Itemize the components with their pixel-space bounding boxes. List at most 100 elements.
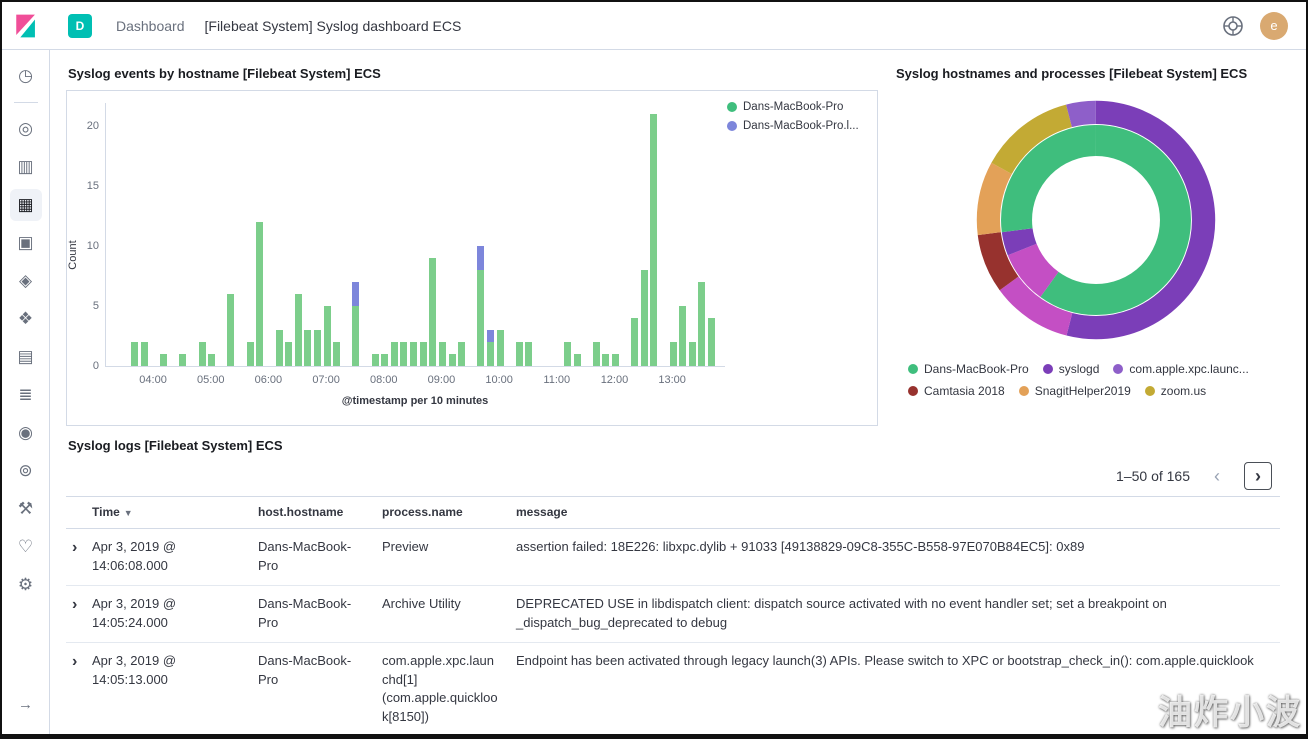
panel-syslog-events: Syslog events by hostname [Filebeat Syst… xyxy=(66,62,878,426)
histogram-bar[interactable] xyxy=(140,342,148,366)
sunburst-legend-item[interactable]: com.apple.xpc.launc... xyxy=(1113,362,1249,376)
sidebar-item-infrastructure[interactable]: ▤ xyxy=(17,347,34,366)
sidebar-item-collapse-menu[interactable]: → xyxy=(18,695,33,713)
sunburst-segment[interactable] xyxy=(976,100,1216,340)
y-tick-label: 20 xyxy=(86,120,99,132)
histogram-bar[interactable] xyxy=(602,354,610,366)
sidebar-item-visualize[interactable]: ▥ xyxy=(17,157,34,176)
sidebar-item-discover[interactable]: ◎ xyxy=(18,119,33,138)
help-button[interactable] xyxy=(1222,15,1244,37)
charts-row: Syslog events by hostname [Filebeat Syst… xyxy=(66,62,1298,426)
process-cell: Preview xyxy=(382,539,429,555)
histogram-bar[interactable] xyxy=(650,114,658,366)
histogram-bar[interactable] xyxy=(323,306,331,366)
histogram-bar[interactable] xyxy=(640,270,648,366)
histogram-bar[interactable] xyxy=(679,306,687,366)
histogram-bar[interactable] xyxy=(246,342,254,366)
breadcrumb-dashboard-link[interactable]: Dashboard xyxy=(116,17,185,34)
bar-legend-item[interactable]: Dans-MacBook-Pro xyxy=(727,101,869,113)
histogram-bar[interactable] xyxy=(131,342,139,366)
histogram-bar[interactable] xyxy=(179,354,187,366)
histogram-bar[interactable] xyxy=(698,282,706,366)
sunburst-legend-row: Dans-MacBook-Pro syslogd com.apple.xpc.lau… xyxy=(908,362,1298,376)
histogram-bar[interactable] xyxy=(313,330,321,366)
sunburst-legend-item[interactable]: SnagitHelper2019 xyxy=(1018,384,1131,398)
sidebar-item-canvas[interactable]: ▣ xyxy=(17,233,34,252)
histogram-bar[interactable] xyxy=(611,354,619,366)
x-tick-label: 09:00 xyxy=(427,374,456,386)
histogram-bar[interactable] xyxy=(708,318,716,366)
bar-legend-item[interactable]: Dans-MacBook-Pro.l... xyxy=(727,120,869,132)
histogram-bar[interactable] xyxy=(525,342,533,366)
y-tick-label: 10 xyxy=(86,240,99,252)
histogram-bar[interactable] xyxy=(563,342,571,366)
sidebar-item-machine-learning[interactable]: ❖ xyxy=(17,309,34,328)
next-page-button[interactable]: › xyxy=(1244,462,1272,490)
sunburst-legend-item[interactable]: Camtasia 2018 xyxy=(908,384,1005,398)
histogram-bar[interactable] xyxy=(573,354,581,366)
histogram-bar[interactable] xyxy=(333,342,341,366)
sidebar-item-stack-monitoring[interactable]: ♡ xyxy=(17,537,34,556)
histogram-bar[interactable] xyxy=(477,246,485,366)
expand-row-icon[interactable]: › xyxy=(72,652,78,670)
histogram-bar[interactable] xyxy=(419,342,427,366)
histogram-bar[interactable] xyxy=(438,342,446,366)
histogram-bar[interactable] xyxy=(410,342,418,366)
sunburst-legend-item[interactable]: Dans-MacBook-Pro xyxy=(908,362,1029,376)
sidebar-item-management[interactable]: ⚙ xyxy=(17,575,34,594)
histogram-bar[interactable] xyxy=(256,222,264,366)
histogram-bar[interactable] xyxy=(631,318,639,366)
histogram-bar[interactable] xyxy=(381,354,389,366)
histogram-bar[interactable] xyxy=(458,342,466,366)
histogram-bar[interactable] xyxy=(294,294,302,366)
histogram-bar[interactable] xyxy=(688,342,696,366)
legend-dot-icon xyxy=(1113,364,1124,374)
sunburst-legend-item[interactable]: zoom.us xyxy=(1144,384,1206,398)
histogram-bar[interactable] xyxy=(592,342,600,366)
histogram-bar[interactable] xyxy=(352,282,360,366)
histogram-bar[interactable] xyxy=(275,330,283,366)
sidebar-item-recently-viewed[interactable]: ◷ xyxy=(18,66,33,85)
histogram-bar[interactable] xyxy=(486,330,494,366)
sidebar-item-maps[interactable]: ◈ xyxy=(18,271,33,290)
histogram-bar[interactable] xyxy=(429,258,437,366)
x-tick-label: 07:00 xyxy=(312,374,340,386)
panel-title-sunburst: Syslog hostnames and processes [Filebeat… xyxy=(896,66,1248,81)
column-header-message: message xyxy=(516,505,568,519)
histogram-bar[interactable] xyxy=(285,342,293,366)
space-avatar[interactable]: D xyxy=(68,13,92,38)
user-avatar[interactable]: e xyxy=(1260,11,1288,40)
time-cell: Apr 3, 2019 @ 14:06:08.000 xyxy=(92,539,177,574)
histogram-bar[interactable] xyxy=(160,354,168,366)
histogram-bar[interactable] xyxy=(390,342,398,366)
sidebar-item-apm[interactable]: ◉ xyxy=(18,423,33,442)
histogram-bar[interactable] xyxy=(448,354,456,366)
sunburst-segment[interactable] xyxy=(1001,125,1191,315)
column-header-time[interactable]: Time ▼ xyxy=(92,505,133,519)
sunburst-segment[interactable] xyxy=(976,100,1216,340)
kibana-logo-icon xyxy=(16,14,35,37)
histogram-bar[interactable] xyxy=(227,294,235,366)
histogram-bar[interactable] xyxy=(371,354,379,366)
kibana-logo[interactable] xyxy=(2,13,50,39)
legend-label: Camtasia 2018 xyxy=(924,384,1005,398)
previous-page-button[interactable]: ‹ xyxy=(1214,466,1220,486)
x-tick-label: 11:00 xyxy=(543,374,571,386)
histogram-bar[interactable] xyxy=(669,342,677,366)
sidebar-item-dashboard[interactable]: ▦ xyxy=(9,189,42,221)
histogram-bar[interactable] xyxy=(400,342,408,366)
histogram-bar[interactable] xyxy=(496,330,504,366)
expand-row-icon[interactable]: › xyxy=(72,539,78,557)
sidebar-item-dev-tools[interactable]: ⚒ xyxy=(17,499,34,518)
histogram-bar[interactable] xyxy=(198,342,206,366)
sidebar-item-logs[interactable]: ≣ xyxy=(18,385,33,404)
sunburst-segment[interactable] xyxy=(1001,125,1191,315)
histogram-bar[interactable] xyxy=(304,330,312,366)
table-row: › Apr 3, 2019 @ 14:05:13.000 Dans-MacBook-… xyxy=(66,643,1280,734)
expand-row-icon[interactable]: › xyxy=(72,596,78,614)
histogram-bar[interactable] xyxy=(515,342,523,366)
sidebar-item-uptime[interactable]: ⊚ xyxy=(18,461,33,480)
sunburst-legend-item[interactable]: syslogd xyxy=(1042,362,1099,376)
histogram-bar[interactable] xyxy=(208,354,216,366)
